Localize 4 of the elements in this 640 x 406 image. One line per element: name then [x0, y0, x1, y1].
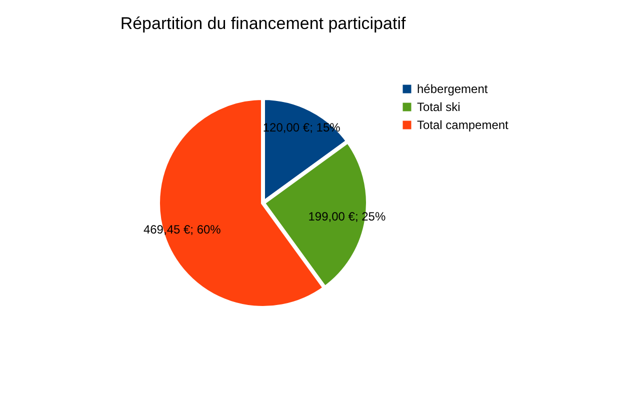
chart-title: Répartition du financement participatif [120, 14, 406, 33]
legend-label: Total campement [417, 118, 510, 132]
legend-label: hébergement [417, 82, 488, 96]
legend-label: Total ski [417, 100, 460, 114]
